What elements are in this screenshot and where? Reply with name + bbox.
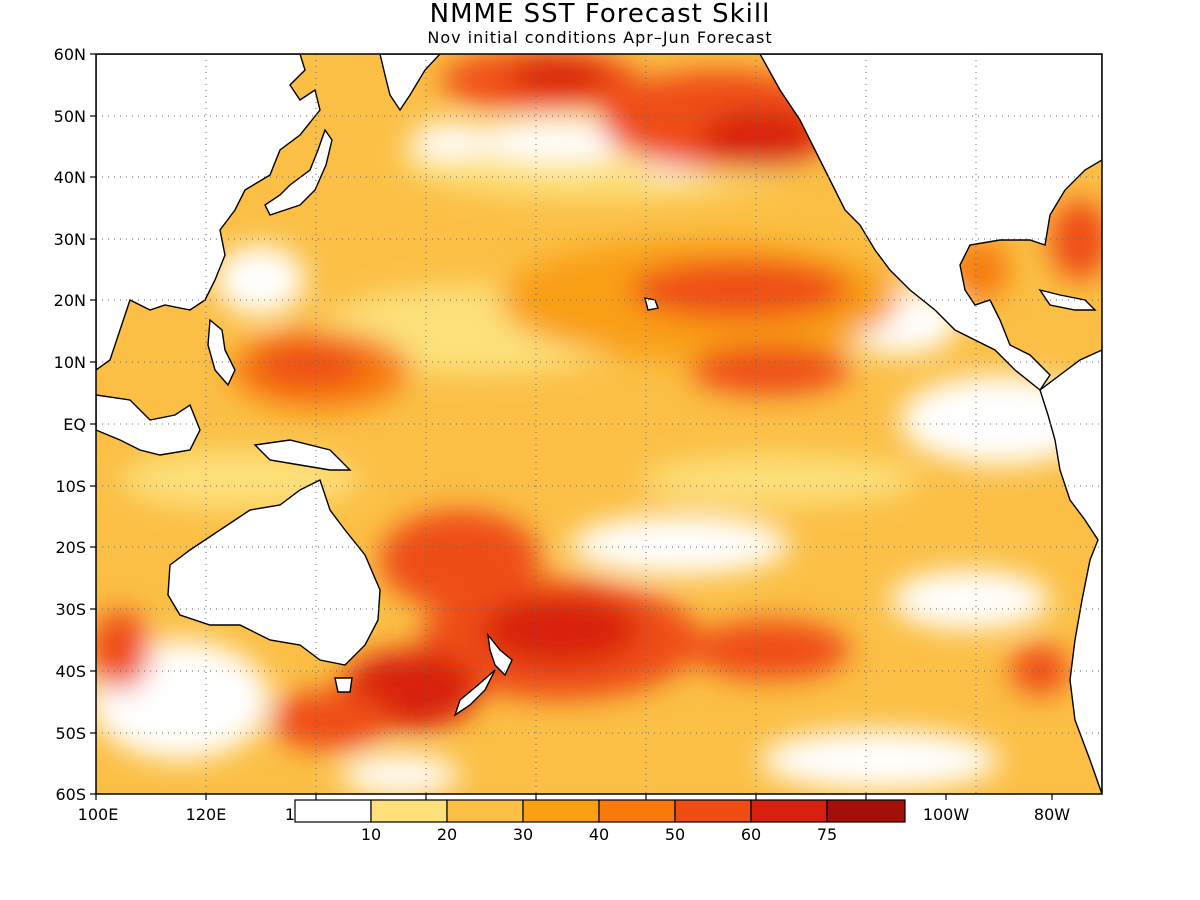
lon-label: 1: [285, 805, 295, 824]
skill-blob: [1050, 200, 1102, 280]
colorbar-label: 10: [361, 825, 381, 844]
lat-label: 40N: [54, 168, 86, 187]
skill-blob: [890, 570, 1050, 630]
lat-ticks: [90, 53, 96, 795]
colorbar-box: [598, 799, 676, 823]
map-subtitle: Nov initial conditions Apr–Jun Forecast: [427, 28, 773, 47]
lat-label: 20N: [54, 291, 86, 310]
lat-label: 40S: [55, 662, 86, 681]
lon-label: 80W: [1034, 805, 1070, 824]
skill-blob: [215, 245, 305, 315]
lat-label: 10N: [54, 353, 86, 372]
colorbar-label: 30: [513, 825, 533, 844]
lon-labels: 100E 120E 1 100W 80W: [78, 805, 1071, 824]
hawaii-land: [644, 297, 659, 311]
land-masses: [96, 54, 1102, 794]
tasmania-land: [334, 677, 353, 693]
lat-label: 60S: [55, 785, 86, 804]
new-guinea-land: [253, 439, 352, 471]
skill-blob: [380, 510, 540, 610]
new-zealand-south-land: [453, 669, 496, 717]
lat-label: 60N: [54, 45, 86, 64]
skill-blob: [690, 345, 850, 395]
skill-blob: [270, 690, 390, 750]
russia-east-land: [379, 54, 441, 112]
lat-label: 30N: [54, 230, 86, 249]
skill-blob: [640, 455, 920, 505]
lat-label: 20S: [55, 538, 86, 557]
skill-blob: [630, 260, 850, 320]
colorbar-box: [446, 799, 524, 823]
lat-label: 50S: [55, 724, 86, 743]
colorbar-label: 20: [437, 825, 457, 844]
skill-blob: [410, 122, 490, 158]
philippines-land: [207, 318, 236, 387]
colorbar-box: [826, 799, 906, 823]
skill-blobs: [96, 54, 1102, 794]
skill-blob: [510, 57, 610, 93]
south-america-land: [1039, 349, 1102, 794]
skill-blob: [570, 515, 790, 575]
lon-label: 120E: [186, 805, 227, 824]
skill-field: [96, 54, 1102, 794]
colorbar-label: 60: [741, 825, 761, 844]
colorbar-label: 75: [817, 825, 837, 844]
colorbar-label: 50: [665, 825, 685, 844]
north-america-land: [759, 54, 1102, 392]
asia-land: [96, 54, 321, 371]
lat-label: 30S: [55, 600, 86, 619]
skill-blob: [96, 610, 150, 690]
australia-land: [167, 479, 381, 666]
colorbar-label: 40: [589, 825, 609, 844]
colorbar-box: [674, 799, 752, 823]
lat-labels: 60N 50N 40N 30N 20N 10N EQ 10S 20S 30S 4…: [54, 45, 86, 804]
colorbar-box: [294, 799, 372, 823]
colorbar: 10 20 30 40 50 60 75: [294, 799, 906, 844]
lat-label: 50N: [54, 107, 86, 126]
colorbar-box: [522, 799, 600, 823]
skill-blob: [255, 343, 365, 387]
lon-ticks: [95, 794, 1053, 800]
skill-blob: [760, 730, 1000, 790]
new-zealand-north-land: [486, 632, 513, 677]
skill-blob: [340, 755, 460, 794]
skill-blob: [480, 595, 640, 665]
lat-label: 10S: [55, 477, 86, 496]
colorbar-box: [750, 799, 828, 823]
skill-blob: [690, 620, 850, 680]
skill-blob: [700, 110, 820, 170]
lat-label: EQ: [63, 415, 86, 434]
lon-label: 100W: [923, 805, 970, 824]
lon-label: 100E: [78, 805, 119, 824]
maritime-se-asia-land: [96, 394, 201, 456]
caribbean-land: [1038, 288, 1097, 311]
map-title: NMME SST Forecast Skill: [429, 0, 771, 29]
colorbar-box: [370, 799, 448, 823]
skill-blob: [1010, 645, 1070, 695]
japan-land: [264, 128, 333, 216]
